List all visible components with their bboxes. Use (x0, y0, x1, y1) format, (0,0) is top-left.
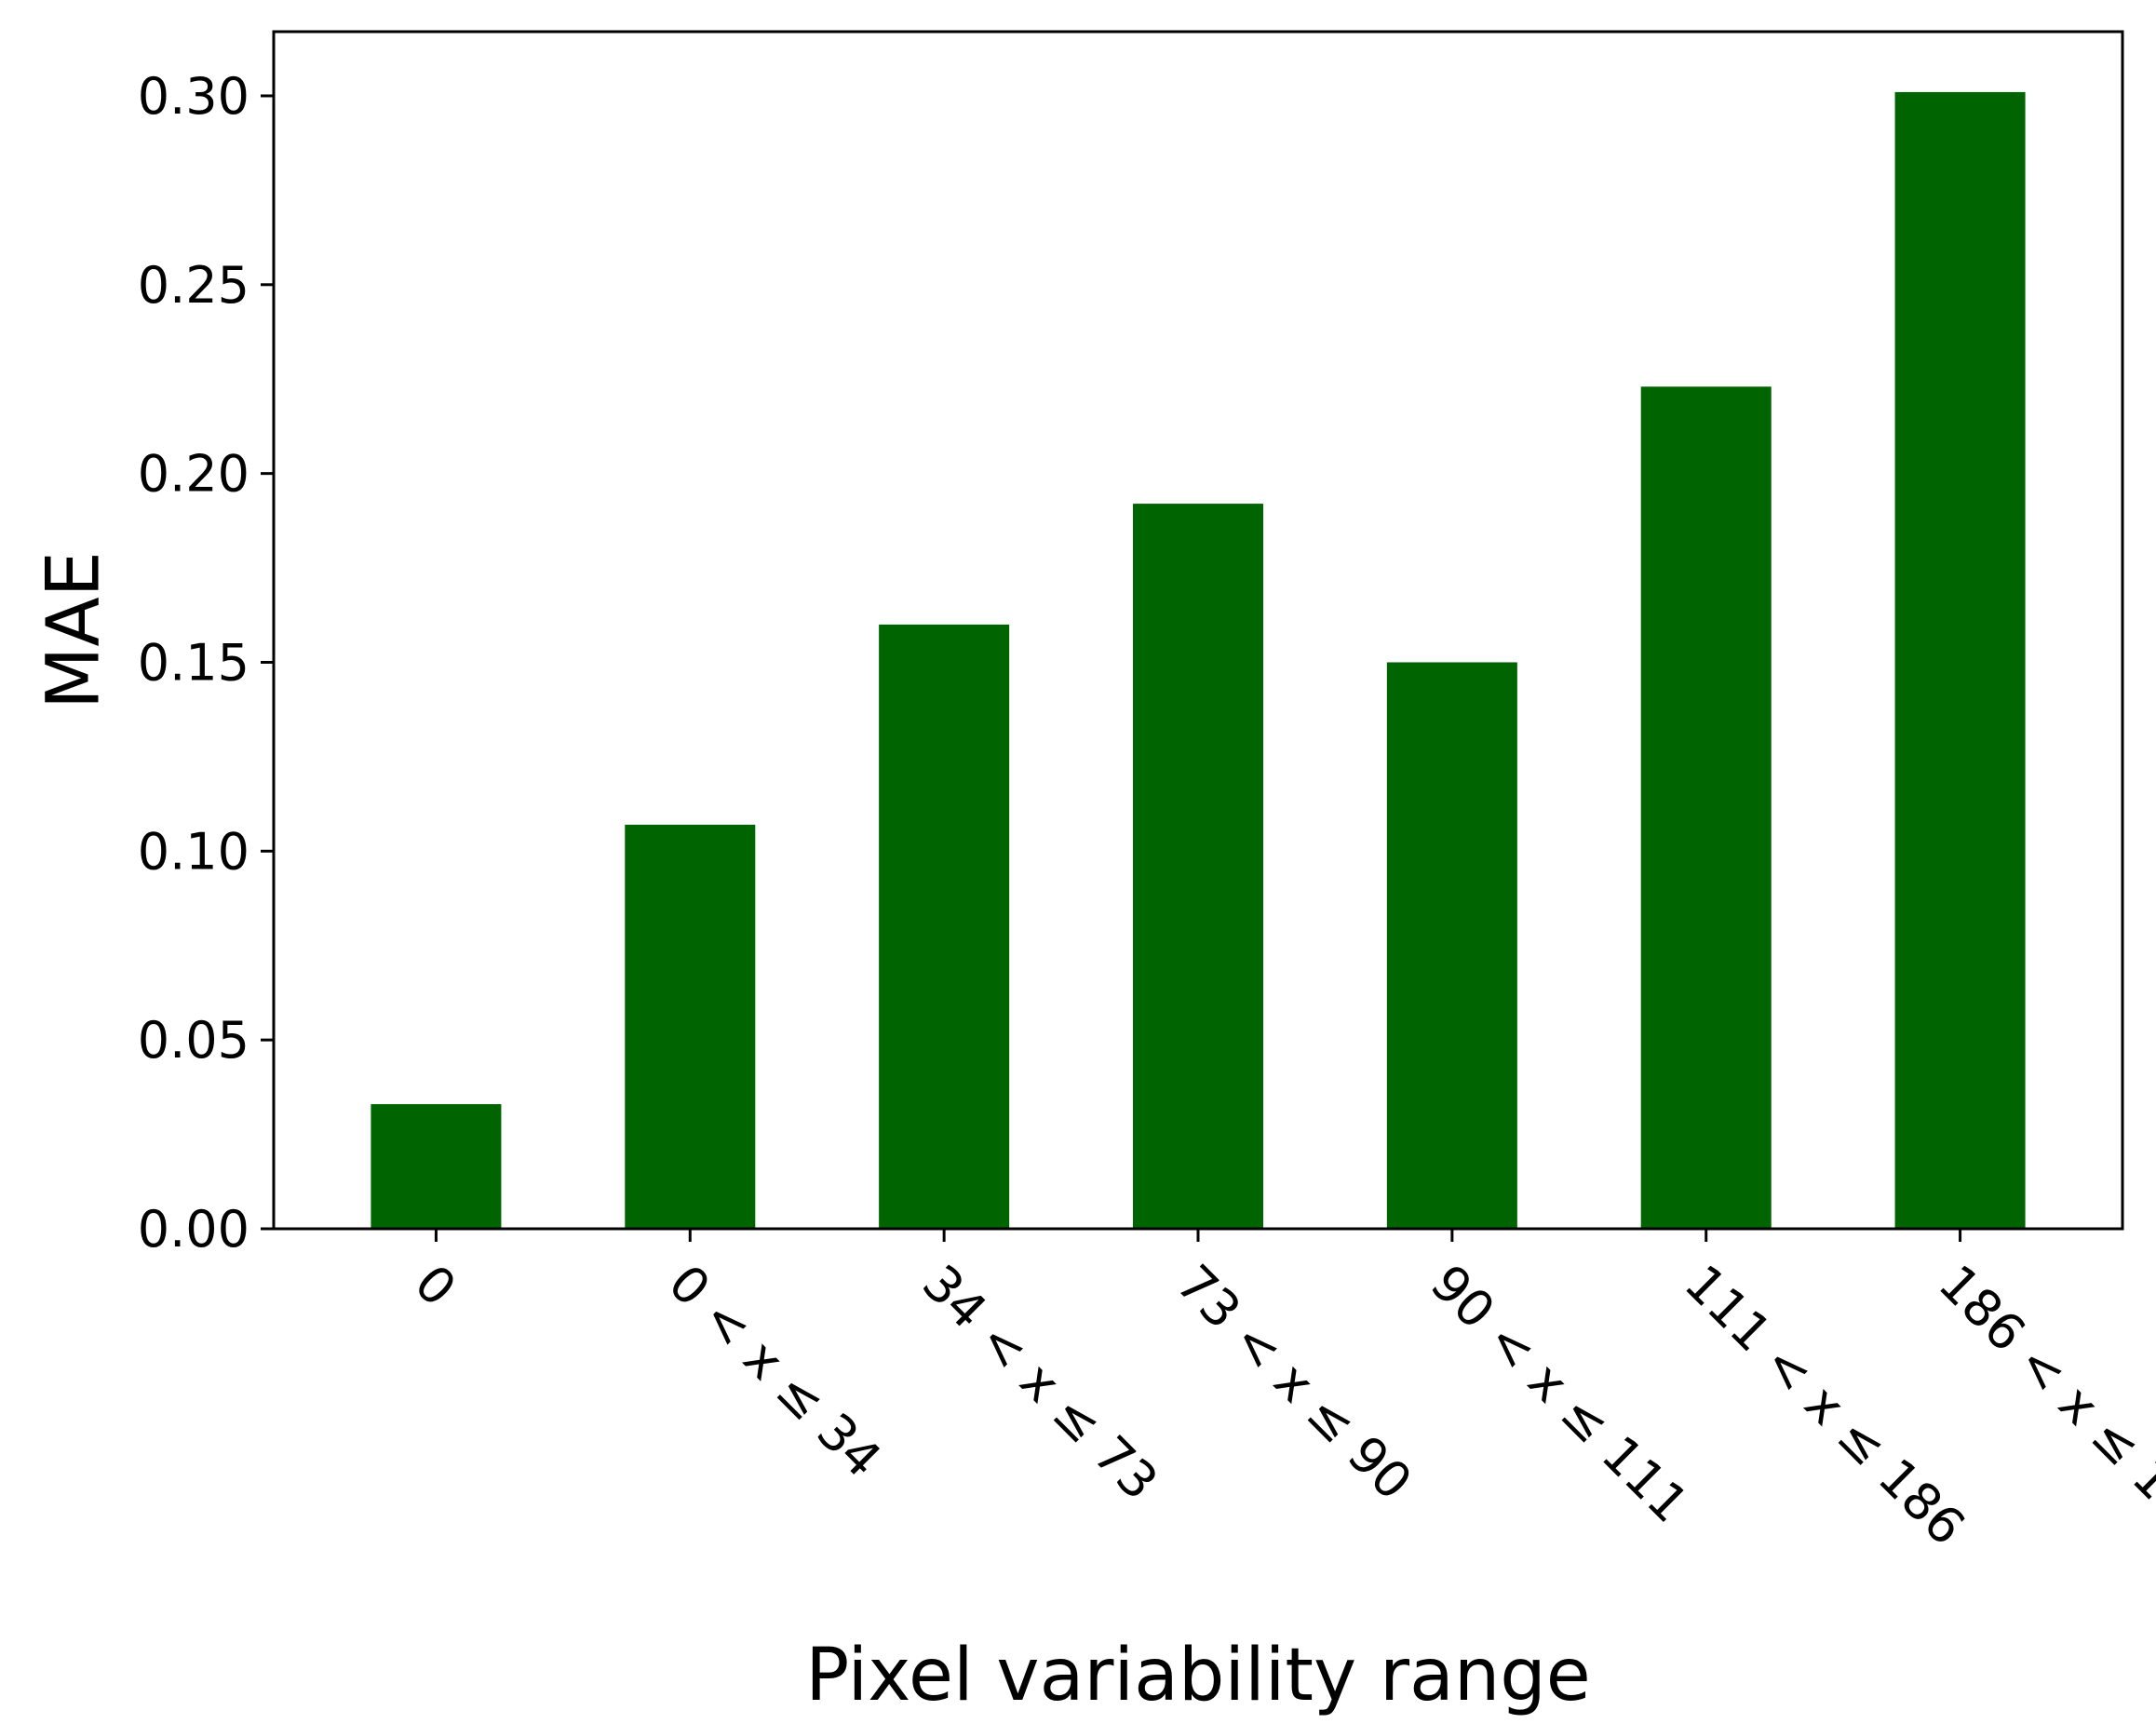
bar (371, 1104, 502, 1229)
bars-group (371, 91, 2026, 1229)
y-tick-label: 0.05 (138, 1011, 249, 1070)
y-tick-label: 0.00 (138, 1200, 249, 1259)
bar (1386, 662, 1517, 1229)
x-tick-label: 0 < x ≤ 34 (657, 1254, 893, 1489)
y-axis-title: MAE (32, 551, 115, 709)
x-tick-label: 73 < x ≤ 90 (1166, 1254, 1423, 1512)
x-tick-label: 186 < x ≤ 1968 (1927, 1254, 2156, 1580)
plot-frame (272, 30, 2124, 1231)
y-axis-ticks: 0.00 0.05 0.10 0.15 0.20 0.25 0.30 (138, 67, 274, 1259)
x-tick-label: 0 (403, 1254, 467, 1318)
bar (1640, 386, 1772, 1229)
y-tick-label: 0.10 (138, 822, 249, 881)
bar (625, 824, 756, 1229)
x-tick-label: 90 < x ≤ 111 (1420, 1254, 1700, 1534)
bar (879, 624, 1010, 1229)
bar (1133, 504, 1263, 1229)
x-axis-title: Pixel variability range (805, 1634, 1591, 1717)
y-tick-label: 0.15 (138, 633, 249, 692)
y-tick-label: 0.25 (138, 256, 249, 315)
bar (1894, 91, 2026, 1229)
y-tick-label: 0.30 (138, 67, 249, 126)
x-tick-label: 34 < x ≤ 73 (911, 1254, 1169, 1512)
x-tick-label: 111 < x ≤ 186 (1674, 1254, 1976, 1556)
y-tick-label: 0.20 (138, 445, 249, 504)
